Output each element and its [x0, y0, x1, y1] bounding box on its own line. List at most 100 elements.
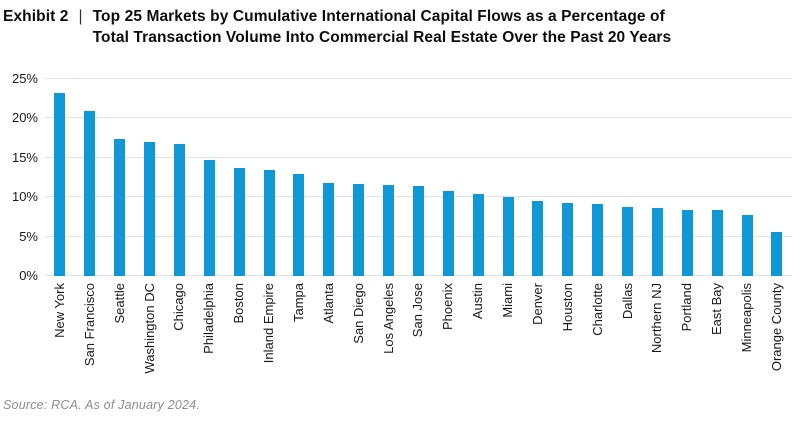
x-tick-label: Boston [231, 283, 247, 324]
bar-track [681, 79, 693, 276]
bar-track [173, 79, 185, 276]
bar-phoenix [442, 190, 454, 276]
x-tick-label: Austin [470, 283, 486, 320]
y-tick-label: 20% [11, 110, 38, 126]
x-tick-label: Phoenix [440, 283, 456, 330]
x-tick-label: Denver [529, 283, 545, 325]
bar-san-diego [353, 183, 365, 276]
bar-column: San Francisco [75, 79, 105, 374]
bar-chicago [173, 143, 185, 276]
bar-column: Los Angeles [374, 79, 404, 374]
bar-inland-empire [263, 169, 275, 276]
x-tick-label: Miami [500, 283, 516, 318]
x-tick-label: East Bay [709, 283, 725, 336]
bar-column: Washington DC [135, 79, 165, 374]
bar-northern-nj [651, 208, 663, 276]
bar-track [502, 79, 514, 276]
bar-track [323, 79, 335, 276]
bar-column: Seattle [105, 79, 135, 374]
bar-chart: 0% 5% 10% 15% 20% 25% New York San Francisco Se… [0, 57, 800, 389]
y-tick-label: 5% [19, 228, 38, 244]
bar-tampa [293, 173, 305, 276]
x-tick-label: Charlotte [589, 283, 605, 336]
bar-orange-county [771, 231, 783, 276]
bar-charlotte [592, 204, 604, 276]
bar-track [54, 79, 66, 276]
bar-track [622, 79, 634, 276]
y-tick-label: 25% [11, 71, 38, 86]
x-tick-label: Seattle [111, 283, 127, 324]
bar-track [114, 79, 126, 276]
bar-column: Dallas [613, 79, 643, 374]
gridline [45, 156, 792, 158]
bar-minneapolis [741, 214, 753, 276]
chart-title-line2: Total Transaction Volume Into Commercial… [92, 29, 672, 46]
bar-columns: New York San Francisco Seattle Washington D… [45, 79, 792, 374]
x-tick-label: Los Angeles [380, 283, 396, 354]
y-tick-label: 0% [19, 268, 38, 283]
bar-san-jose [412, 186, 424, 276]
x-tick-label: Minneapolis [739, 283, 755, 353]
x-tick-label: Inland Empire [261, 283, 277, 364]
exhibit-label: Exhibit 2 [3, 8, 69, 25]
x-tick-label: San Francisco [81, 283, 97, 367]
bar-houston [562, 202, 574, 276]
bar-east-bay [711, 209, 723, 276]
bar-atlanta [323, 183, 335, 276]
bar-track [263, 79, 275, 276]
bar-track [383, 79, 395, 276]
bar-washington-dc [144, 142, 156, 276]
bar-track [592, 79, 604, 276]
x-tick-label: San Diego [350, 283, 366, 344]
bar-column: New York [45, 79, 75, 374]
bar-track [233, 79, 245, 276]
bar-san-francisco [84, 111, 96, 276]
bar-austin [472, 194, 484, 276]
bar-column: Denver [523, 79, 553, 374]
bar-column: Philadelphia [194, 79, 224, 374]
bar-miami [502, 197, 514, 276]
title-divider: | [78, 8, 83, 25]
bar-track [532, 79, 544, 276]
chart-title-line1: Top 25 Markets by Cumulative Internation… [92, 8, 665, 25]
bar-column: Chicago [165, 79, 195, 374]
bar-column: Portland [672, 79, 702, 374]
bar-column: Northern NJ [643, 79, 673, 374]
x-tick-label: Atlanta [320, 283, 336, 324]
y-tick-label: 15% [11, 149, 38, 165]
bar-column: Miami [493, 79, 523, 374]
x-tick-label: Orange County [768, 283, 784, 372]
bar-column: Boston [224, 79, 254, 374]
bar-track [741, 79, 753, 276]
bar-boston [233, 168, 245, 276]
bar-track [412, 79, 424, 276]
bar-track [771, 79, 783, 276]
x-tick-label: Northern NJ [649, 283, 665, 354]
bar-denver [532, 201, 544, 276]
x-tick-label: New York [51, 283, 67, 338]
bar-new-york [54, 93, 66, 276]
bar-track [651, 79, 663, 276]
source-note: Source: RCA. As of January 2024. [3, 398, 201, 412]
bar-column: Orange County [762, 79, 792, 374]
bar-column: San Jose [404, 79, 434, 374]
bar-track [203, 79, 215, 276]
bar-portland [681, 209, 693, 276]
x-tick-label: Houston [559, 283, 575, 332]
bar-track [472, 79, 484, 276]
x-tick-label: Chicago [171, 283, 187, 331]
bar-column: Minneapolis [732, 79, 762, 374]
chart-title-text: Top 25 Markets by Cumulative Internation… [93, 6, 672, 48]
bar-track [353, 79, 365, 276]
bar-column: Phoenix [433, 79, 463, 374]
bar-column: San Diego [344, 79, 374, 374]
x-tick-label: Philadelphia [201, 283, 217, 354]
bar-column: Charlotte [583, 79, 613, 374]
x-tick-label: Portland [679, 283, 695, 332]
gridline [45, 117, 792, 119]
bar-track [84, 79, 96, 276]
y-tick-label: 10% [11, 189, 38, 205]
bar-track [293, 79, 305, 276]
bar-dallas [622, 207, 634, 276]
